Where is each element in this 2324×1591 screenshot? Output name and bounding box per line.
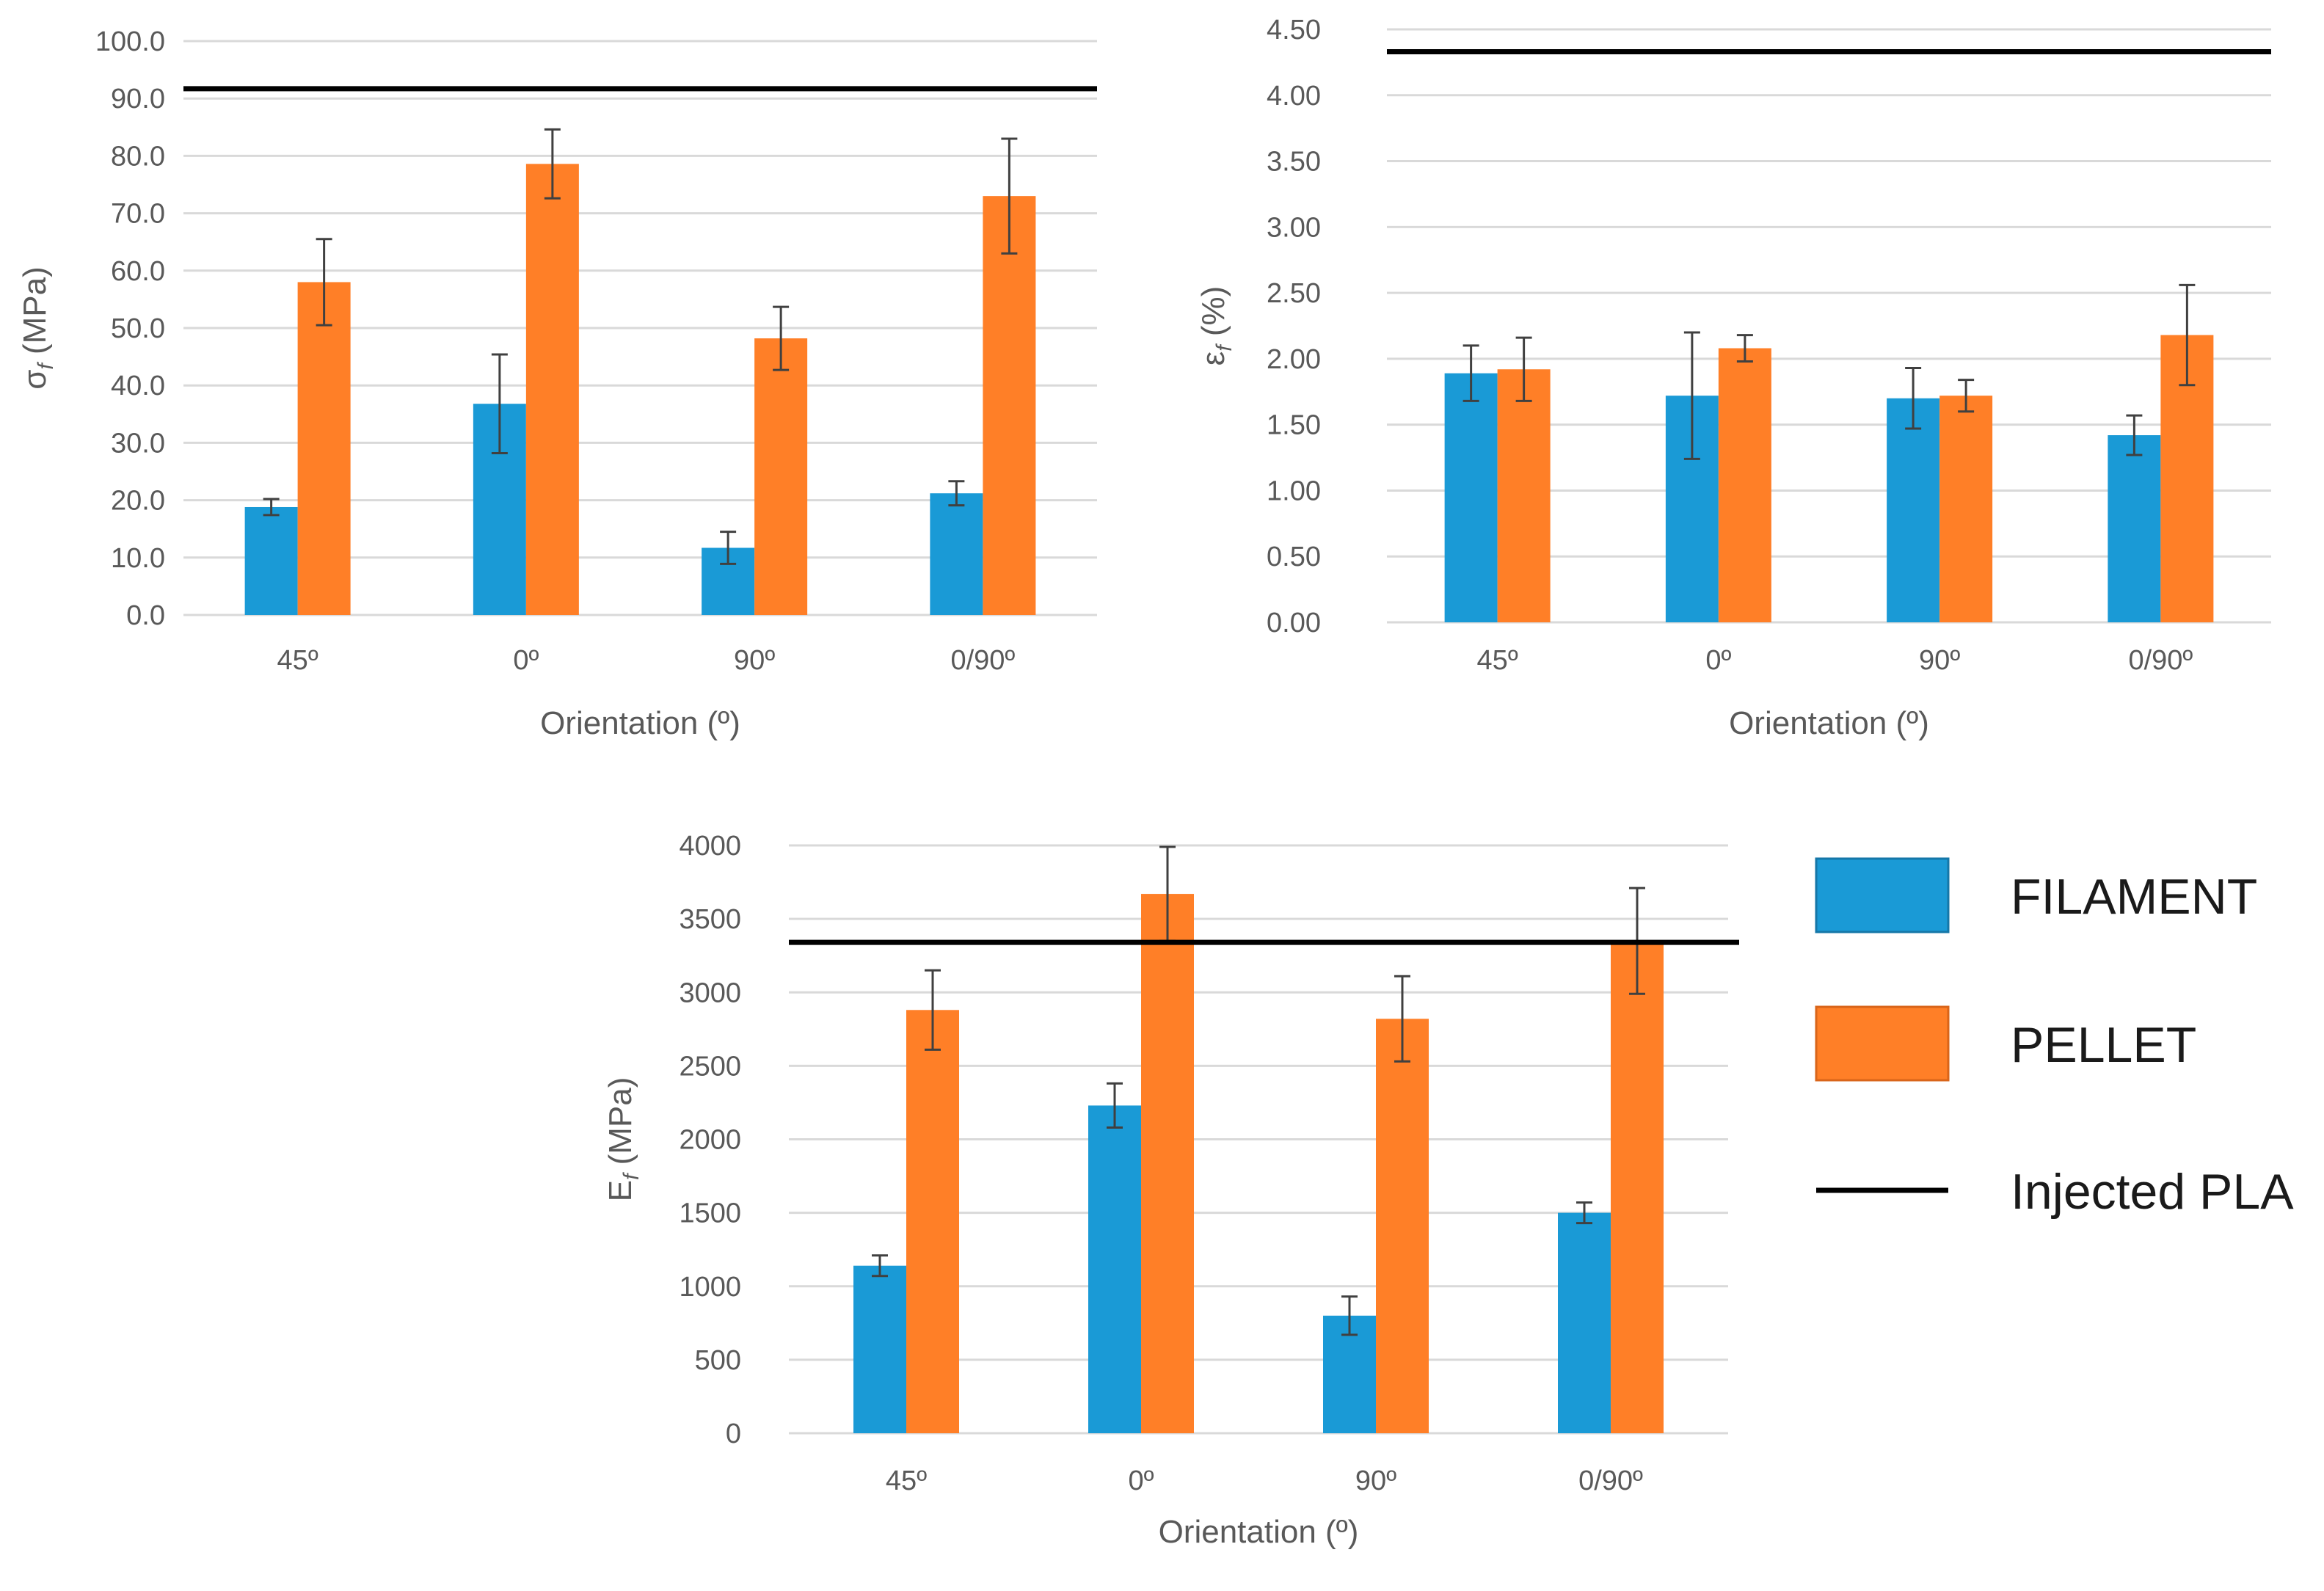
y-tick-label: 1.00 [1267, 476, 1321, 506]
x-category-label: 45º [277, 645, 318, 676]
y-axis-title-unit: (MPa) [602, 1077, 638, 1174]
bar-pellet [1939, 396, 1993, 622]
x-category-label: 0º [1705, 645, 1731, 676]
y-axis-title-symbol: σ [17, 370, 53, 390]
y-tick-label: 2500 [679, 1051, 741, 1082]
tensile-modulus-chart: 0 500 1000 1500 2000 2500 3000 3500 4000 45º 0º 90º… [602, 831, 1739, 1550]
bar-filament [930, 493, 983, 615]
bar-filament [1887, 398, 1940, 622]
y-tick-label: 3000 [679, 977, 741, 1008]
y-axis-title: σf (MPa) [17, 266, 58, 390]
bar-pellet [525, 164, 579, 615]
y-tick-label: 500 [695, 1345, 741, 1376]
bar-pellet [297, 282, 351, 615]
x-category-label: 0/90º [950, 645, 1015, 676]
x-category-label: 90º [1355, 1466, 1396, 1496]
y-tick-label: 2.50 [1267, 278, 1321, 309]
y-tick-label: 4.00 [1267, 81, 1321, 112]
bar-pellet [1611, 941, 1664, 1433]
legend: FILAMENT PELLET Injected PLA [1815, 857, 2294, 1220]
legend-label-filament: FILAMENT [2011, 869, 2257, 925]
y-tick-label: 3500 [679, 904, 741, 935]
x-category-label: 0º [1128, 1466, 1154, 1496]
y-axis-title-unit: (%) [1195, 286, 1231, 346]
elongation-chart: 0.00 0.50 1.00 1.50 2.00 2.50 3.00 3.50 4.00 4.50… [1195, 15, 2271, 741]
y-axis-title: εf (%) [1195, 286, 1236, 366]
y-tick-label: 1500 [679, 1198, 741, 1229]
bar-filament [2108, 435, 2161, 622]
bar-filament [1444, 373, 1498, 622]
y-tick-label: 10.0 [111, 543, 165, 574]
y-axis-title-unit: (MPa) [17, 266, 53, 363]
y-tick-label: 0.50 [1267, 542, 1321, 572]
y-tick-label: 30.0 [111, 428, 165, 459]
y-tick-label: 2.00 [1267, 344, 1321, 375]
y-tick-label: 3.00 [1267, 212, 1321, 243]
y-tick-label: 40.0 [111, 371, 165, 401]
y-tick-label: 4.50 [1267, 15, 1321, 45]
x-axis-title: Orientation (º) [1159, 1514, 1359, 1550]
bar-pellet [906, 1010, 959, 1433]
y-axis-title-subscript: f [1212, 343, 1236, 352]
x-category-label: 0/90º [1578, 1466, 1643, 1496]
bar-pellet [1497, 369, 1551, 622]
legend-swatch-pellet [1815, 1005, 1950, 1082]
y-tick-label: 0 [726, 1419, 741, 1449]
y-tick-label: 1.50 [1267, 410, 1321, 441]
y-tick-label: 70.0 [111, 199, 165, 230]
y-axis-title-subscript: f [619, 1172, 644, 1180]
bar-pellet [1376, 1019, 1429, 1433]
y-axis-title-symbol: E [602, 1180, 638, 1201]
bar-filament [853, 1265, 906, 1433]
y-tick-label: 20.0 [111, 486, 165, 517]
y-tick-label: 60.0 [111, 256, 165, 287]
y-tick-label: 0.00 [1267, 608, 1321, 638]
bar-filament [1088, 1105, 1141, 1433]
y-axis-title-symbol: ε [1195, 352, 1231, 366]
x-category-label: 0/90º [2128, 645, 2193, 676]
bar-pellet [1141, 894, 1194, 1433]
x-category-label: 90º [734, 645, 775, 676]
tensile-strength-chart: 0.0 10.0 20.0 30.0 40.0 50.0 60.0 70.0 80.0 90.0 1… [17, 26, 1097, 741]
y-axis-title-subscript: f [34, 362, 58, 370]
bar-filament [1558, 1212, 1611, 1433]
y-tick-label: 0.0 [126, 600, 165, 631]
bar-pellet [754, 338, 808, 615]
y-tick-label: 2000 [679, 1125, 741, 1156]
y-tick-label: 3.50 [1267, 147, 1321, 178]
y-axis-title: Ef (MPa) [602, 1077, 644, 1202]
legend-swatch-filament [1815, 857, 1950, 933]
y-tick-label: 50.0 [111, 313, 165, 344]
x-category-label: 90º [1919, 645, 1960, 676]
legend-label-injected-pla: Injected PLA [2011, 1164, 2294, 1220]
y-tick-label: 100.0 [95, 26, 165, 57]
y-tick-label: 4000 [679, 831, 741, 862]
x-category-label: 0º [513, 645, 539, 676]
bar-pellet [1718, 348, 1771, 622]
y-tick-label: 90.0 [111, 84, 165, 114]
legend-label-pellet: PELLET [2011, 1017, 2196, 1073]
x-category-label: 45º [886, 1466, 927, 1496]
bar-filament [244, 506, 298, 615]
x-axis-title: Orientation (º) [540, 705, 740, 741]
x-category-label: 45º [1477, 645, 1518, 676]
y-tick-label: 80.0 [111, 141, 165, 172]
y-tick-label: 1000 [679, 1272, 741, 1303]
bar-pellet [983, 196, 1036, 615]
x-axis-title: Orientation (º) [1729, 705, 1929, 741]
